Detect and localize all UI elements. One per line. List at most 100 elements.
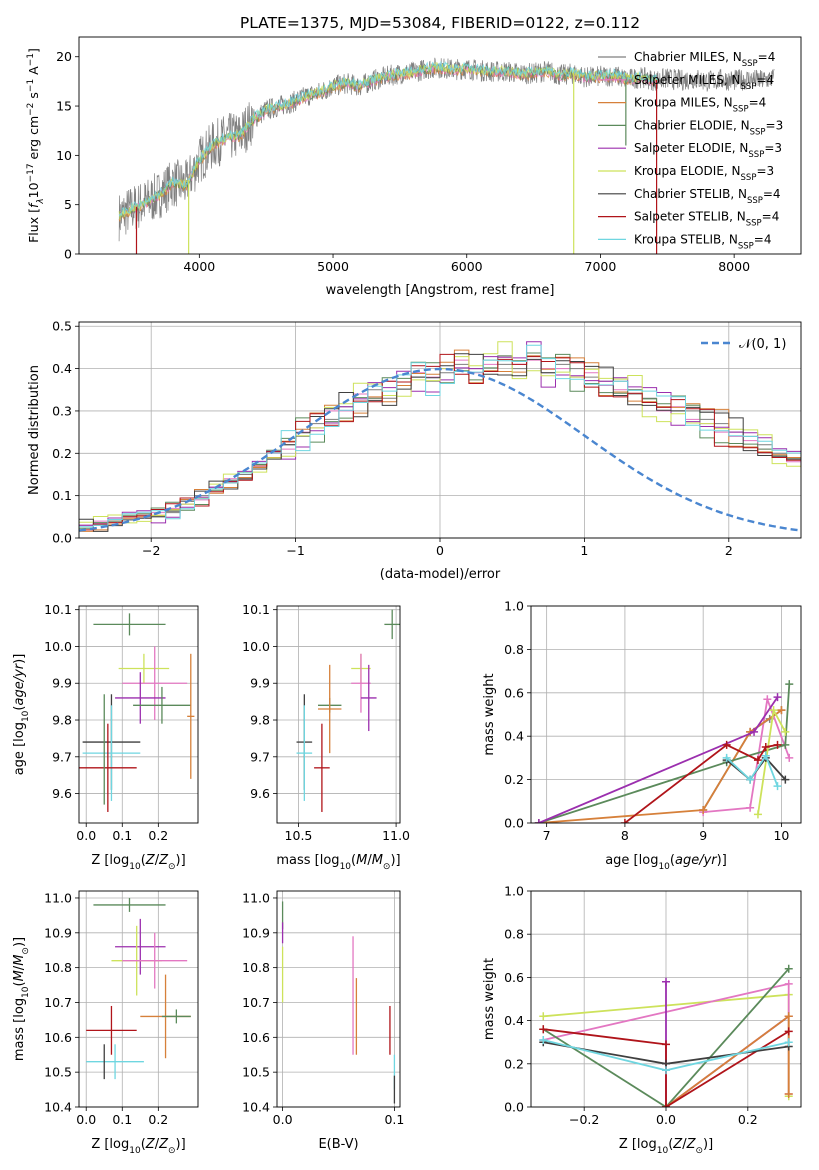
y-tick-label: 9.6 bbox=[250, 786, 270, 801]
weight-marker bbox=[773, 740, 782, 749]
x-axis-label: age [log10(age/yr)] bbox=[605, 853, 727, 872]
weight-marker bbox=[784, 979, 793, 988]
weight-marker bbox=[539, 1012, 548, 1021]
y-tick-label: 5 bbox=[64, 197, 72, 212]
weight-marker bbox=[781, 775, 790, 784]
data-point bbox=[384, 609, 400, 640]
y-tick-label: 10.4 bbox=[44, 1100, 72, 1115]
legend-label: Salpeter ELODIE, NSSP=3 bbox=[634, 141, 782, 160]
weight-marker bbox=[750, 727, 759, 736]
data-point bbox=[351, 653, 371, 713]
axes-frame bbox=[530, 605, 802, 824]
weight-marker bbox=[784, 1038, 793, 1047]
y-tick-label: 10.1 bbox=[44, 602, 72, 617]
y-tick-label: 9.9 bbox=[52, 676, 72, 691]
weight-series-line bbox=[542, 968, 790, 1107]
x-tick-label: 2 bbox=[725, 543, 733, 558]
y-tick-label: 11.0 bbox=[242, 890, 270, 905]
y-tick-label: 10.5 bbox=[44, 1065, 72, 1080]
y-tick-label: 9.7 bbox=[52, 749, 72, 764]
y-tick-label: 10.8 bbox=[44, 960, 72, 975]
x-axis-label: E(B-V) bbox=[318, 1137, 358, 1152]
weight-marker bbox=[753, 756, 762, 765]
y-tick-label: 0.3 bbox=[52, 403, 72, 418]
y-tick-label: 10.8 bbox=[242, 960, 270, 975]
y-tick-label: 0.4 bbox=[504, 729, 524, 744]
weight-marker bbox=[534, 819, 543, 823]
weight-marker bbox=[746, 775, 755, 784]
y-tick-label: 1.0 bbox=[504, 884, 524, 899]
chart-spectrum: 4000 5000 6000 7000 8000 0 5 10 15 20 wavelength [… bbox=[26, 36, 802, 298]
x-tick-label: 0.1 bbox=[112, 828, 132, 843]
y-axis-label: mass weight bbox=[482, 673, 497, 755]
x-tick-label: −0.2 bbox=[569, 1112, 599, 1127]
weight-series-line bbox=[543, 1028, 790, 1107]
x-tick-label: −1 bbox=[286, 543, 304, 558]
axes-frame bbox=[78, 605, 199, 824]
y-tick-label: 10 bbox=[56, 148, 72, 163]
weight-marker bbox=[761, 743, 770, 752]
weight-series-line bbox=[538, 709, 782, 823]
data-point bbox=[118, 653, 170, 684]
y-tick-label: 10.0 bbox=[242, 639, 270, 654]
x-axis-label: wavelength [Angstrom, rest frame] bbox=[326, 283, 555, 298]
legend-label: Chabrier STELIB, NSSP=4 bbox=[634, 187, 781, 206]
legend-label: Salpeter MILES, NSSP=4 bbox=[634, 73, 774, 92]
histogram-step bbox=[79, 352, 801, 538]
y-tick-label: 9.8 bbox=[250, 713, 270, 728]
y-axis-label: mass weight bbox=[482, 958, 497, 1040]
data-point bbox=[82, 705, 141, 801]
y-tick-label: 0.6 bbox=[504, 685, 524, 700]
y-tick-label: 0.0 bbox=[52, 531, 72, 546]
weight-marker bbox=[785, 680, 794, 689]
y-tick-label: 0.2 bbox=[504, 1056, 524, 1071]
weight-marker bbox=[699, 805, 708, 814]
histogram-step bbox=[79, 353, 801, 538]
x-tick-label: 5000 bbox=[317, 259, 349, 274]
x-tick-label: 7000 bbox=[585, 259, 617, 274]
weight-marker bbox=[763, 695, 772, 704]
x-axis-label: Z [log10(Z/Z⊙)] bbox=[91, 853, 185, 872]
figure-title: PLATE=1375, MJD=53084, FIBERID=0122, z=0… bbox=[240, 14, 640, 32]
y-tick-label: 10.5 bbox=[242, 1065, 270, 1080]
weight-marker bbox=[784, 1027, 793, 1036]
x-tick-label: 10.5 bbox=[285, 828, 313, 843]
y-tick-label: 0.2 bbox=[52, 446, 72, 461]
y-tick-label: 11.0 bbox=[44, 890, 72, 905]
weight-marker bbox=[784, 964, 793, 973]
y-tick-label: 0.2 bbox=[504, 772, 524, 787]
chart-weight-vs-Z: −0.2 0.0 0.2 0.0 0.2 0.4 0.6 0.8 1.0 Z [log10(Z/Z… bbox=[482, 884, 802, 1156]
data-point bbox=[115, 918, 166, 975]
data-point bbox=[187, 653, 195, 779]
legend: 𝒩(0, 1) bbox=[701, 337, 786, 352]
y-tick-label: 9.7 bbox=[250, 749, 270, 764]
x-tick-label: 6000 bbox=[451, 259, 483, 274]
axes-frame bbox=[276, 605, 401, 824]
y-tick-label: 0.5 bbox=[52, 319, 72, 334]
weight-marker bbox=[785, 753, 794, 762]
weight-marker bbox=[773, 693, 782, 702]
x-tick-label: 8000 bbox=[718, 259, 750, 274]
x-tick-label: 1 bbox=[580, 543, 588, 558]
weight-lines bbox=[534, 680, 794, 823]
axes-frame bbox=[78, 890, 199, 1108]
legend-label: Kroupa ELODIE, NSSP=3 bbox=[634, 164, 774, 183]
x-axis-label: Z [log10(Z/Z⊙)] bbox=[619, 1137, 713, 1156]
legend-label: Kroupa MILES, NSSP=4 bbox=[634, 96, 766, 115]
x-tick-label: −2 bbox=[142, 543, 160, 558]
data-point bbox=[93, 897, 166, 912]
data-point bbox=[133, 686, 191, 724]
histograms bbox=[79, 341, 801, 538]
y-tick-label: 0.1 bbox=[52, 488, 72, 503]
errorbars bbox=[79, 613, 195, 812]
weight-marker bbox=[662, 1040, 670, 1049]
y-tick-label: 0.6 bbox=[504, 970, 524, 985]
data-point bbox=[122, 932, 188, 989]
y-tick-label: 10.6 bbox=[242, 1030, 270, 1045]
histogram-step bbox=[79, 353, 801, 538]
legend-label: Chabrier ELODIE, NSSP=3 bbox=[634, 118, 783, 137]
legend-label: Salpeter STELIB, NSSP=4 bbox=[634, 210, 779, 229]
data-point bbox=[115, 672, 166, 724]
